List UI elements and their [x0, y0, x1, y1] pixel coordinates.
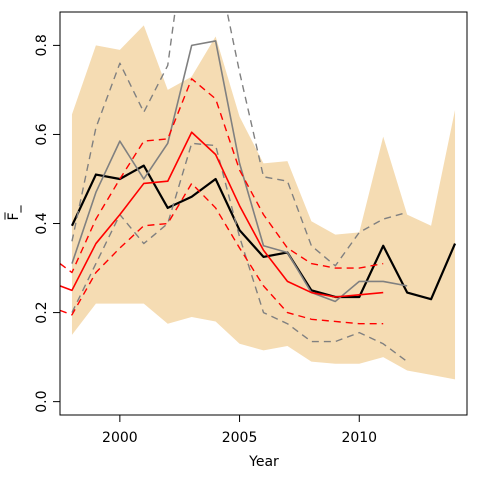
uncertainty-band	[71, 25, 456, 380]
y-tick-label-0.8: 0.8	[34, 34, 50, 56]
y-tick-label-0.2: 0.2	[34, 301, 50, 323]
series-line-7	[60, 182, 384, 325]
y-axis-title: F̅_	[4, 204, 22, 220]
x-tick-label-2000: 2000	[102, 430, 138, 446]
series-layer	[60, 12, 457, 363]
y-tick-label-0.6: 0.6	[34, 123, 50, 145]
x-axis-title: Year	[248, 454, 279, 470]
y-tick-label-0.4: 0.4	[34, 212, 50, 234]
y-tick-label-0.0: 0.0	[34, 391, 50, 413]
y-axis: 0.0 0.2 0.4 0.6 0.8	[34, 34, 60, 413]
uncertainty-band-layer	[71, 25, 456, 380]
series-line-3	[71, 12, 408, 267]
series-line-4	[71, 142, 408, 363]
x-tick-label-2005: 2005	[222, 430, 258, 446]
series-line-2	[71, 40, 408, 303]
x-axis: 2000 2005 2010	[102, 415, 377, 446]
series-line-1	[70, 164, 457, 301]
x-tick-label-2010: 2010	[341, 430, 377, 446]
series-line-6	[60, 78, 384, 274]
plot-frame	[59, 11, 468, 416]
series-line-5	[60, 131, 384, 298]
